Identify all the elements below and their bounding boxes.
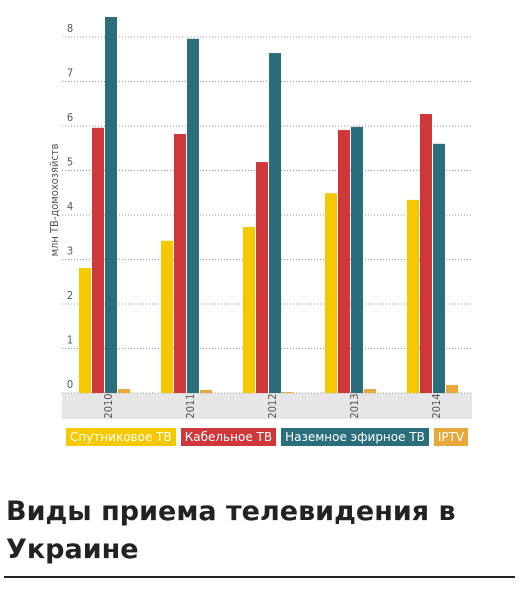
legend-item: Спутниковое ТВ	[66, 428, 176, 446]
bar	[200, 389, 212, 393]
bar	[187, 38, 199, 393]
bar	[420, 114, 432, 394]
legend: Спутниковое ТВ Кабельное ТВ Наземное эфирн…	[66, 428, 469, 446]
bar	[256, 162, 268, 393]
title-underline	[4, 576, 515, 578]
y-axis-label: млн ТВ-домохозяйств	[48, 143, 61, 256]
chart: млн ТВ-домохозяйств 0 1 2 3 4 5 6 7 8 2010 2011 201…	[48, 17, 472, 419]
y-tick-label: 3	[67, 245, 73, 258]
bar	[325, 193, 337, 393]
bar	[118, 388, 130, 393]
y-tick-label: 1	[67, 334, 73, 347]
y-tick-label: 8	[67, 22, 73, 35]
bar	[351, 126, 363, 394]
x-tick-label: 2014	[430, 393, 443, 418]
bar	[79, 267, 91, 393]
bar	[446, 384, 458, 393]
bar	[161, 240, 173, 393]
legend-item: IPTV	[433, 428, 469, 446]
y-tick-label: 6	[67, 111, 73, 124]
y-tick-label: 5	[67, 156, 73, 169]
x-tick-label: 2012	[266, 393, 279, 418]
bar	[338, 130, 350, 393]
x-axis-band	[62, 393, 472, 419]
bar	[364, 388, 376, 393]
x-tick-label: 2011	[184, 393, 197, 418]
legend-item: Наземное эфирное ТВ	[281, 428, 429, 446]
y-tick-label: 4	[67, 200, 73, 213]
x-tick-label: 2010	[102, 393, 115, 418]
bar	[282, 392, 294, 393]
x-tick-label: 2013	[348, 393, 361, 418]
bar	[174, 134, 186, 393]
bar	[433, 143, 445, 393]
bar	[269, 53, 281, 393]
y-tick-label: 0	[67, 378, 73, 391]
legend-item: Кабельное ТВ	[180, 428, 277, 446]
bar	[407, 199, 419, 393]
y-tick-label: 2	[67, 289, 73, 302]
chart-title: Виды приема телевидения в Украине	[6, 496, 456, 565]
y-tick-label: 7	[67, 67, 73, 80]
bar	[243, 227, 255, 393]
bar	[105, 17, 117, 393]
bar	[92, 127, 104, 393]
